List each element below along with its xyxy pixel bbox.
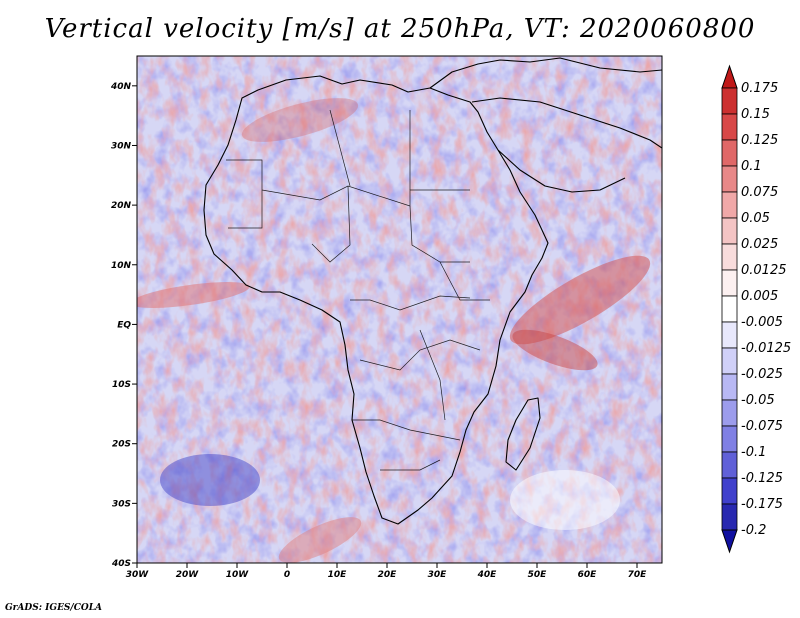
coastline-madagascar <box>505 397 541 471</box>
colorbar-label: 0.005 <box>741 289 778 304</box>
colorbar-segment <box>721 399 738 427</box>
colorbar-label: -0.05 <box>741 393 775 408</box>
lat-tick-label: 30N <box>111 141 132 151</box>
lon-tick-label: 30W <box>126 570 150 580</box>
colorbar-label: 0.125 <box>741 133 778 148</box>
colorbar-segment <box>721 113 738 141</box>
colorbar-label: 0.175 <box>741 81 778 96</box>
updraft-southwest <box>278 517 362 563</box>
lon-tick-label: 10W <box>226 570 250 580</box>
lat-tick-label: 20N <box>111 201 132 211</box>
calm-zone-southeast <box>510 470 620 530</box>
updraft-cluster-indian-ocean <box>512 329 598 371</box>
longitude-axis: 30W 20W 10W 0 10E 20E 30E 40E 50E 60E 70E <box>126 563 647 580</box>
colorbar-label: 0.05 <box>741 211 770 226</box>
colorbar-segment <box>721 269 738 297</box>
lon-tick-label: 10E <box>328 570 348 580</box>
colorbar-segment <box>721 191 738 219</box>
colorbar-label: 0.0125 <box>741 263 787 278</box>
colorbar-segment <box>721 347 738 375</box>
updraft-sahara <box>241 98 359 142</box>
colorbar-label: -0.125 <box>741 471 783 486</box>
lat-tick-label: 30S <box>112 499 131 509</box>
colorbar-label: -0.1 <box>741 445 766 460</box>
updraft-band-east <box>509 255 651 345</box>
lat-tick-label: 10N <box>111 261 132 271</box>
colorbar-bottom-arrow <box>721 529 738 554</box>
lat-tick-label: 20S <box>112 440 131 450</box>
colorbar-label: -0.005 <box>741 315 783 330</box>
colorbar-segment <box>721 217 738 245</box>
colorbar-segment <box>721 321 738 349</box>
map-title: Vertical velocity [m/s] at 250hPa, VT: 2… <box>44 14 756 44</box>
colorbar-segment <box>721 139 738 167</box>
colorbar-segment <box>721 425 738 453</box>
colorbar-label: -0.2 <box>741 523 766 538</box>
lon-tick-label: 70E <box>628 570 648 580</box>
lon-tick-label: 20W <box>176 570 200 580</box>
colorbar-label: -0.075 <box>741 419 783 434</box>
colorbar-label: 0.025 <box>741 237 778 252</box>
coastline-africa <box>203 57 662 525</box>
colorbar-segment <box>721 503 738 531</box>
colorbar: 0.175 0.15 0.125 0.1 0.075 0.05 0.025 0.0125 0.0… <box>721 64 791 554</box>
country-borders <box>226 109 490 471</box>
grads-credit: GrADS: IGES/COLA <box>5 603 103 613</box>
lon-tick-label: 20E <box>378 570 398 580</box>
updraft-band-atlantic <box>137 282 250 308</box>
colorbar-segment <box>721 451 738 479</box>
colorbar-segment <box>721 165 738 193</box>
latitude-axis: 40N 30N 20N 10N EQ 10S 20S 30S 40S <box>110 82 137 569</box>
map-plot-area: 30W 20W 10W 0 10E 20E 30E 40E 50E 60E 70E 40N 30N 20… <box>110 55 663 580</box>
downdraft-south-atlantic <box>160 454 260 506</box>
lat-tick-label: 10S <box>112 380 131 390</box>
lon-tick-label: 30E <box>428 570 448 580</box>
colorbar-label: -0.175 <box>741 497 783 512</box>
colorbar-label: 0.075 <box>741 185 778 200</box>
colorbar-label: -0.0125 <box>741 341 791 356</box>
colorbar-segment <box>721 295 738 323</box>
lon-tick-label: 60E <box>578 570 598 580</box>
colorbar-top-arrow <box>721 64 738 89</box>
map-frame <box>136 55 663 564</box>
lon-tick-label: 0 <box>284 570 290 580</box>
lat-tick-label: EQ <box>117 320 131 330</box>
colorbar-segment <box>721 243 738 271</box>
colorbar-segment <box>721 477 738 505</box>
lat-tick-label: 40S <box>111 559 131 569</box>
coastline-arabia <box>471 97 662 149</box>
lon-tick-label: 40E <box>477 570 498 580</box>
colorbar-segment <box>721 373 738 401</box>
colorbar-label: 0.15 <box>741 107 770 122</box>
colorbar-label: -0.025 <box>741 367 783 382</box>
lat-tick-label: 40N <box>110 82 132 92</box>
colorbar-segment <box>721 87 738 115</box>
lon-tick-label: 50E <box>528 570 548 580</box>
colorbar-label: 0.1 <box>741 159 762 174</box>
